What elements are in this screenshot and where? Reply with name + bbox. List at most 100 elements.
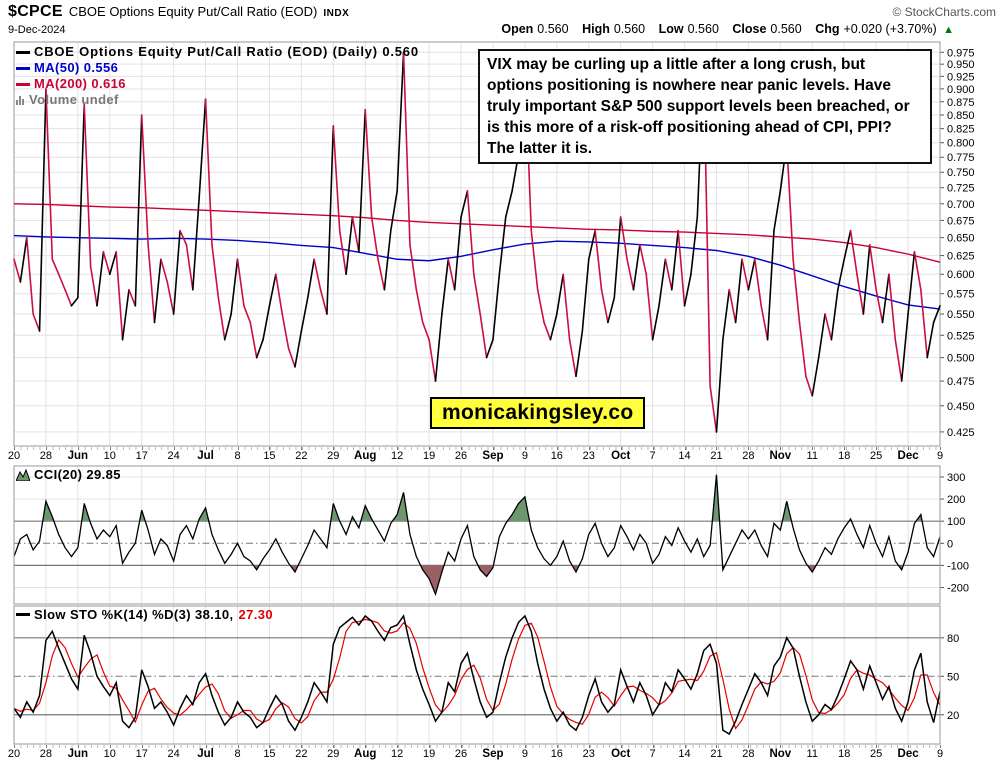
x-tick-label: 7 bbox=[649, 450, 656, 462]
x-tick-mark bbox=[77, 447, 79, 450]
svg-text:0.450: 0.450 bbox=[947, 401, 975, 413]
x-tick-label: 8 bbox=[234, 748, 241, 760]
x-tick-mark bbox=[876, 447, 878, 450]
x-tick-label: 16 bbox=[550, 748, 563, 760]
x-tick-mark bbox=[492, 745, 494, 748]
x-tick-label: 25 bbox=[870, 748, 883, 760]
x-tick-mark bbox=[588, 447, 590, 450]
svg-text:300: 300 bbox=[947, 472, 965, 484]
x-tick-label: 22 bbox=[295, 450, 308, 462]
svg-text:80: 80 bbox=[947, 633, 959, 645]
x-tick-mark bbox=[588, 745, 590, 748]
x-tick-label: 7 bbox=[649, 748, 656, 760]
x-tick-mark bbox=[109, 745, 111, 748]
x-tick-mark bbox=[524, 447, 526, 450]
x-tick-mark bbox=[461, 745, 463, 748]
svg-text:0.675: 0.675 bbox=[947, 215, 975, 227]
close-value: 0.560 bbox=[770, 22, 802, 36]
x-tick-label: 8 bbox=[234, 450, 241, 462]
minor-ticks bbox=[14, 745, 940, 748]
svg-text:0.500: 0.500 bbox=[947, 353, 975, 365]
x-tick-mark bbox=[397, 745, 399, 748]
x-tick-label: 24 bbox=[167, 748, 180, 760]
x-tick-label: Sep bbox=[482, 748, 504, 760]
x-tick-label: Nov bbox=[769, 450, 792, 462]
x-tick-mark bbox=[684, 447, 686, 450]
x-tick-label: Oct bbox=[611, 748, 631, 760]
ma50-legend-row: MA(50) 0.556 bbox=[16, 60, 419, 76]
cci-legend: CCI(20) 29.85 bbox=[16, 467, 121, 482]
price-legend-row: CBOE Options Equity Put/Call Ratio (EOD)… bbox=[16, 44, 419, 60]
low-label: Low bbox=[658, 22, 684, 36]
x-tick-mark bbox=[492, 447, 494, 450]
x-tick-label: 18 bbox=[838, 748, 851, 760]
x-tick-label: 12 bbox=[391, 450, 404, 462]
x-tick-mark bbox=[45, 447, 47, 450]
x-tick-mark bbox=[461, 447, 463, 450]
x-tick-label: 29 bbox=[327, 748, 340, 760]
sto-legend-black: Slow STO %K(14) %D(3) 38.10, bbox=[34, 607, 234, 622]
volume-legend-row: Volume undef bbox=[16, 92, 419, 108]
x-tick-label: 21 bbox=[710, 450, 723, 462]
x-tick-mark bbox=[365, 447, 367, 450]
svg-text:20: 20 bbox=[947, 710, 959, 722]
svg-text:200: 200 bbox=[947, 494, 965, 506]
close-label: Close bbox=[732, 22, 767, 36]
svg-text:0.875: 0.875 bbox=[947, 97, 975, 109]
main-price-panel: 0.425 0.450 0.475 0.500 0.525 0.550 0.575 0.600… bbox=[0, 41, 1004, 447]
watermark-badge: monicakingsley.co bbox=[430, 397, 646, 429]
cci-legend-label: CCI(20) 29.85 bbox=[34, 467, 121, 482]
main-legend: CBOE Options Equity Put/Call Ratio (EOD)… bbox=[16, 44, 419, 108]
x-tick-mark bbox=[556, 447, 558, 450]
x-tick-mark bbox=[333, 745, 335, 748]
high-value: 0.560 bbox=[613, 22, 646, 36]
ma50-line-swatch-icon bbox=[16, 66, 30, 70]
x-tick-mark bbox=[141, 745, 143, 748]
x-tick-mark bbox=[716, 745, 718, 748]
x-tick-label: Jul bbox=[197, 748, 214, 760]
svg-text:-100: -100 bbox=[947, 560, 969, 572]
x-tick-mark bbox=[109, 447, 111, 450]
sto-legend: Slow STO %K(14) %D(3) 38.10, 27.30 bbox=[16, 607, 273, 622]
x-tick-mark bbox=[876, 745, 878, 748]
x-tick-label: 9 bbox=[936, 748, 944, 760]
chg-value: +0.020 (+3.70%) bbox=[843, 22, 937, 36]
ma50-legend-label: MA(50) 0.556 bbox=[34, 60, 119, 75]
annotation-box: VIX may be curling up a little after a l… bbox=[478, 49, 932, 164]
x-tick-label: Jun bbox=[67, 450, 89, 462]
x-tick-mark bbox=[780, 745, 782, 748]
x-tick-mark bbox=[556, 745, 558, 748]
x-tick-mark bbox=[429, 447, 431, 450]
x-tick-mark bbox=[365, 745, 367, 748]
x-tick-mark bbox=[45, 745, 47, 748]
svg-text:0.850: 0.850 bbox=[947, 110, 975, 122]
x-tick-label: 10 bbox=[103, 450, 116, 462]
x-tick-mark bbox=[205, 447, 207, 450]
x-tick-label: 9 bbox=[521, 748, 528, 760]
x-tick-mark bbox=[301, 745, 303, 748]
x-tick-mark bbox=[748, 745, 750, 748]
stockcharts-copyright: © StockCharts.com bbox=[892, 5, 996, 19]
x-tick-label: 14 bbox=[678, 748, 691, 760]
svg-text:-200: -200 bbox=[947, 583, 969, 595]
x-tick-label: 28 bbox=[39, 450, 53, 462]
x-tick-mark bbox=[173, 447, 175, 450]
x-tick-label: 28 bbox=[39, 748, 53, 760]
x-tick-mark bbox=[524, 745, 526, 748]
x-tick-label: 11 bbox=[806, 748, 818, 760]
x-tick-mark bbox=[620, 447, 622, 450]
x-tick-mark bbox=[812, 745, 814, 748]
x-tick-mark bbox=[333, 447, 335, 450]
x-tick-label: Aug bbox=[354, 748, 377, 760]
ma200-legend-row: MA(200) 0.616 bbox=[16, 76, 419, 92]
x-tick-mark bbox=[269, 447, 271, 450]
sto-k-line-swatch-icon bbox=[16, 613, 30, 616]
svg-text:100: 100 bbox=[947, 516, 965, 528]
x-tick-label: 11 bbox=[806, 450, 818, 462]
x-tick-label: 15 bbox=[263, 450, 276, 462]
x-tick-mark bbox=[620, 745, 622, 748]
svg-text:0.475: 0.475 bbox=[947, 376, 975, 388]
ticker-symbol: $CPCE bbox=[8, 3, 63, 20]
x-tick-label: 12 bbox=[391, 748, 404, 760]
x-tick-label: 29 bbox=[327, 450, 340, 462]
